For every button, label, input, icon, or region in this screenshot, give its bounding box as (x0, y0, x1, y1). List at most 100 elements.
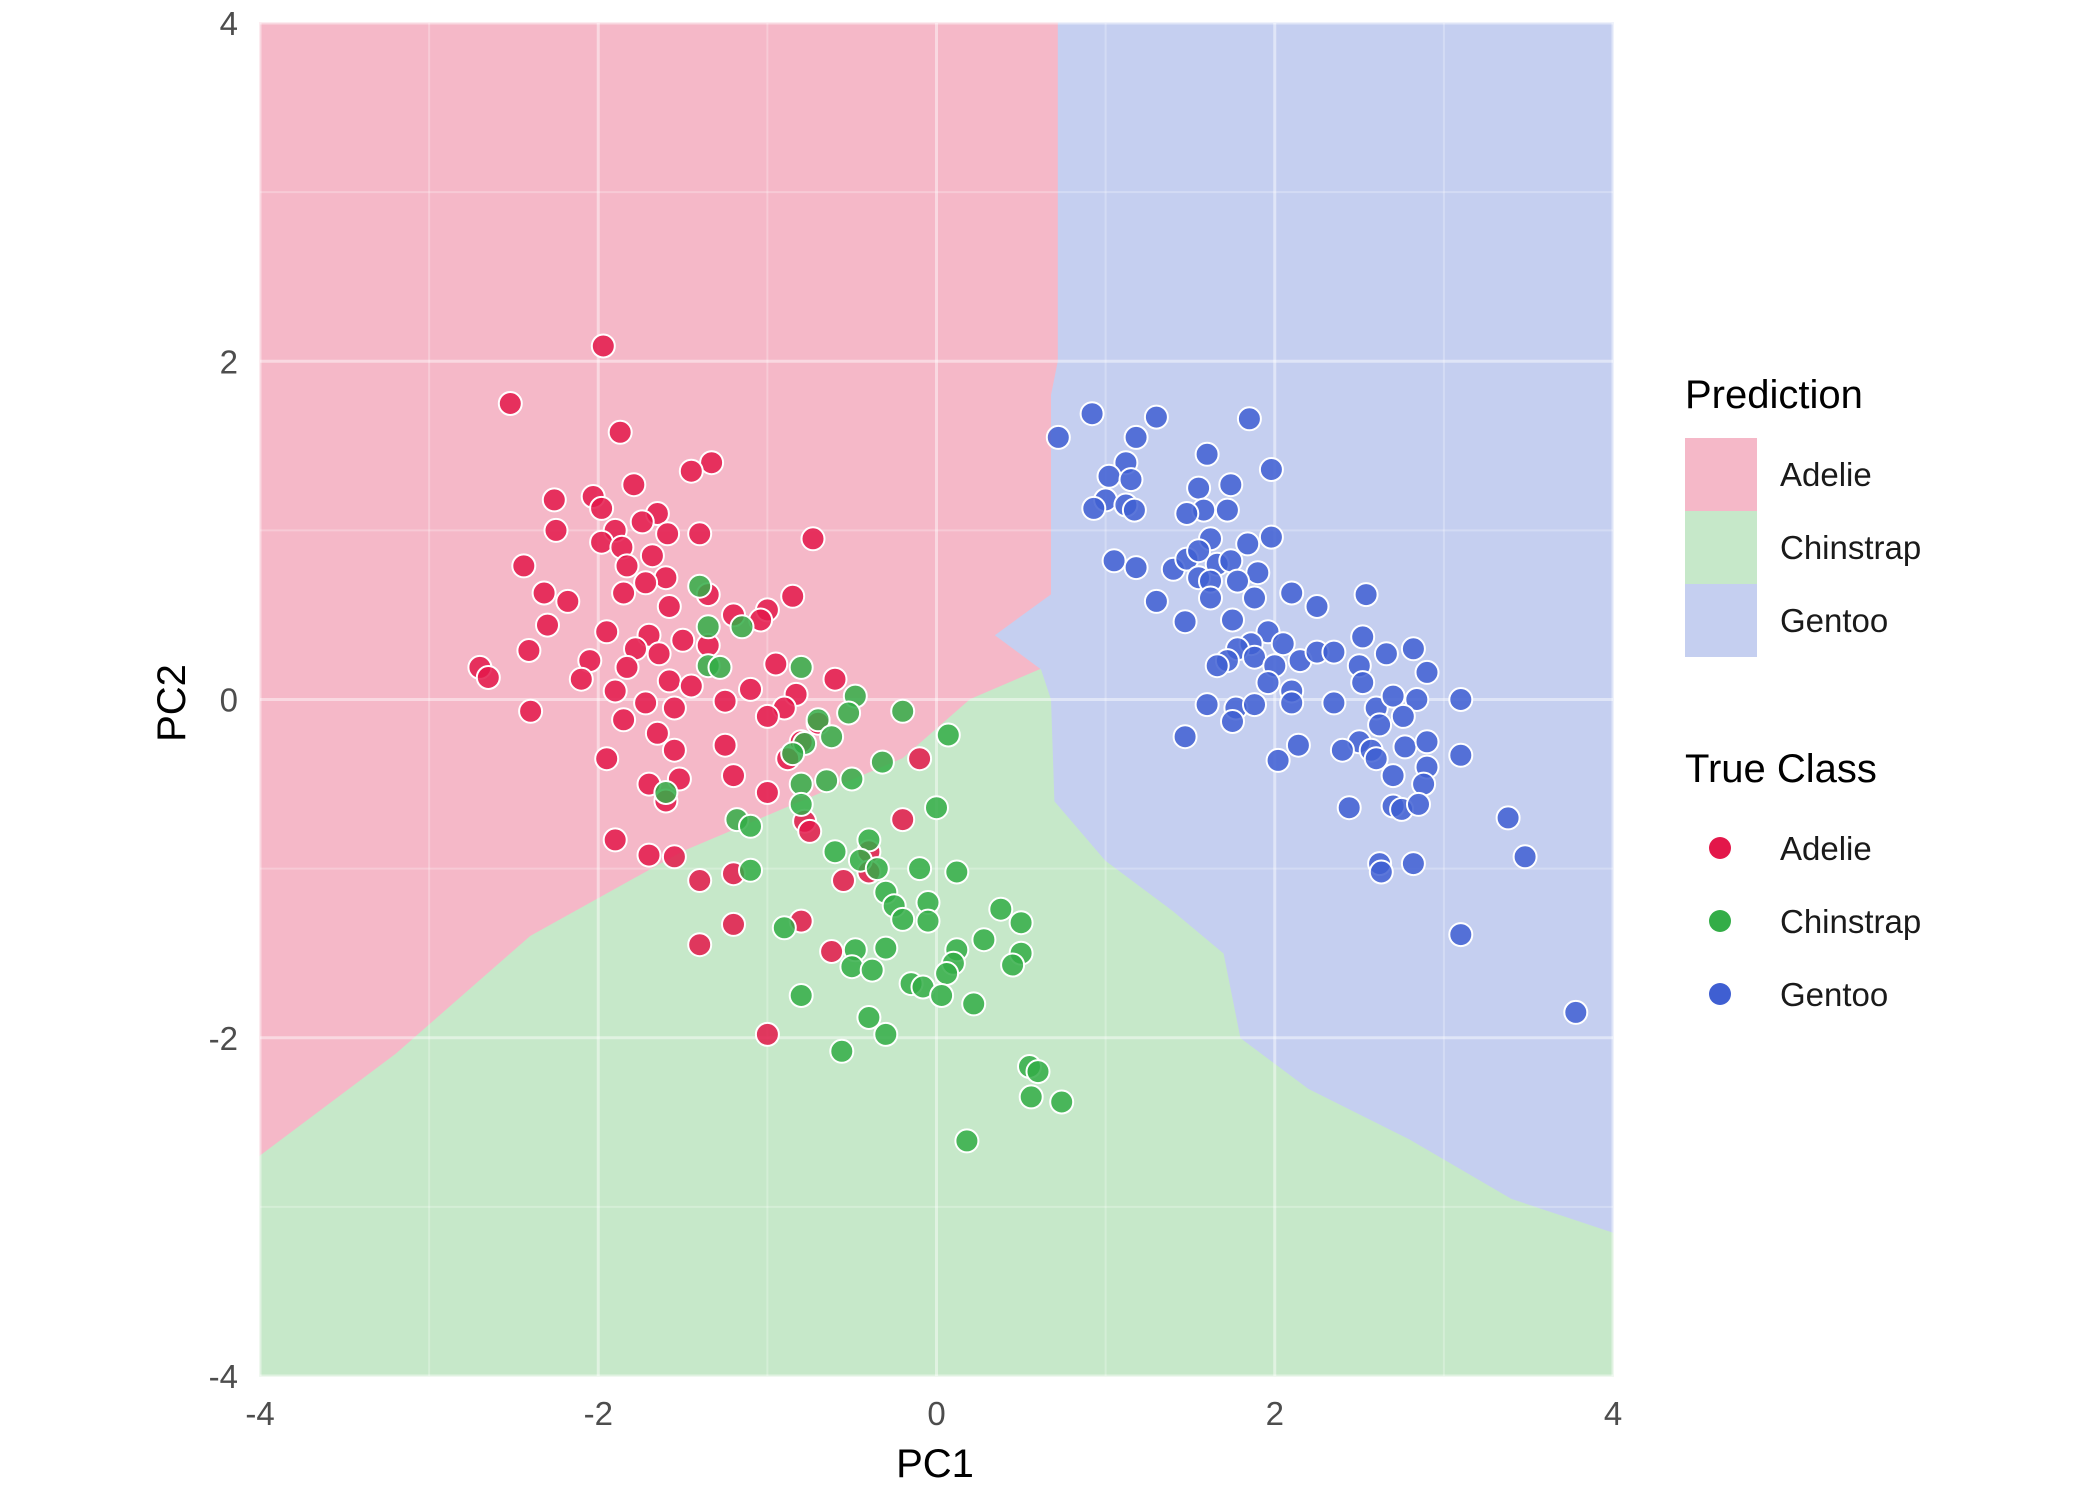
point-adelie (518, 698, 544, 724)
point-adelie (661, 844, 687, 870)
point-gentoo (1304, 594, 1330, 619)
point-adelie (687, 932, 713, 958)
point-gentoo (1448, 922, 1474, 948)
point-adelie (543, 517, 569, 543)
point-gentoo (1143, 588, 1169, 614)
point-chinstrap (1008, 910, 1034, 936)
point-chinstrap (856, 1005, 882, 1030)
point-gentoo (1367, 712, 1393, 738)
point-chinstrap (971, 927, 997, 953)
point-adelie (590, 333, 616, 359)
point-chinstrap (780, 741, 806, 767)
point-chinstrap (738, 857, 763, 883)
point-gentoo (1258, 457, 1284, 482)
point-gentoo (1380, 683, 1406, 709)
point-chinstrap (729, 614, 755, 640)
point-gentoo (1512, 844, 1538, 870)
point-gentoo (1235, 531, 1261, 557)
point-gentoo (1265, 747, 1291, 773)
point-gentoo (1118, 467, 1144, 493)
point-gentoo (1368, 859, 1394, 885)
point-adelie (497, 391, 523, 416)
y-axis-title: PC2 (150, 664, 194, 742)
point-gentoo (1336, 795, 1362, 821)
x-tick-label: 4 (1604, 1395, 1622, 1432)
point-chinstrap (954, 1128, 980, 1154)
legend: Prediction Adelie Chinstrap Gentoo True … (1685, 373, 1921, 1013)
point-gentoo (1350, 670, 1376, 696)
point-gentoo (1242, 692, 1267, 718)
y-axis-ticks: -4 -2 0 2 4 (209, 5, 238, 1395)
point-gentoo (1373, 641, 1399, 667)
legend-label-prediction-chinstrap: Chinstrap (1780, 529, 1921, 566)
point-adelie (800, 526, 826, 552)
point-adelie (754, 703, 780, 729)
point-chinstrap (1000, 952, 1026, 978)
point-adelie (611, 580, 637, 606)
point-adelie (531, 580, 557, 606)
point-adelie (653, 565, 679, 591)
point-gentoo (1363, 746, 1389, 772)
point-chinstrap (873, 935, 899, 961)
point-gentoo (1123, 555, 1149, 581)
point-adelie (541, 487, 567, 513)
point-chinstrap (788, 654, 814, 680)
point-adelie (656, 668, 682, 694)
point-chinstrap (924, 795, 949, 821)
point-gentoo (1495, 805, 1521, 831)
point-adelie (831, 868, 856, 893)
point-gentoo (1186, 475, 1212, 501)
point-gentoo (1204, 653, 1230, 679)
point-gentoo (1096, 463, 1122, 489)
x-axis-title: PC1 (896, 1442, 974, 1486)
y-tick-label: -2 (209, 1020, 238, 1057)
point-adelie (655, 521, 681, 547)
point-gentoo (1380, 763, 1406, 789)
x-tick-label: 0 (927, 1395, 945, 1432)
point-adelie (639, 543, 665, 569)
point-adelie (822, 666, 848, 692)
point-chinstrap (988, 896, 1014, 922)
point-chinstrap (653, 780, 679, 805)
point-adelie (611, 707, 637, 733)
x-tick-label: 2 (1266, 1395, 1284, 1432)
point-gentoo (1329, 737, 1355, 763)
point-adelie (656, 594, 682, 619)
legend-swatch-gentoo (1685, 584, 1757, 657)
point-chinstrap (929, 983, 955, 1008)
point-gentoo (1321, 690, 1347, 716)
point-gentoo (1353, 582, 1379, 608)
point-gentoo (1225, 568, 1250, 594)
point-gentoo (1242, 585, 1267, 611)
point-adelie (602, 678, 628, 704)
point-adelie (475, 665, 501, 690)
point-adelie (644, 720, 670, 746)
point-adelie (621, 472, 647, 498)
point-gentoo (1321, 639, 1347, 665)
point-gentoo (1400, 851, 1426, 877)
point-adelie (511, 553, 537, 579)
point-chinstrap (915, 908, 941, 934)
point-gentoo (1186, 538, 1212, 564)
point-gentoo (1285, 732, 1311, 758)
legend-label-prediction-gentoo: Gentoo (1780, 602, 1888, 639)
point-chinstrap (819, 724, 845, 750)
point-gentoo (1279, 580, 1305, 606)
point-adelie (754, 1021, 780, 1047)
point-adelie (754, 780, 780, 805)
point-chinstrap (935, 722, 961, 748)
point-adelie (678, 673, 704, 699)
point-adelie (721, 763, 746, 789)
plot-panel (258, 21, 1615, 1378)
point-gentoo (1172, 609, 1198, 635)
point-chinstrap (788, 983, 814, 1008)
point-gentoo (1390, 703, 1416, 729)
point-gentoo (1194, 692, 1220, 718)
point-gentoo (1404, 687, 1430, 712)
point-adelie (594, 746, 620, 772)
point-gentoo (1220, 709, 1245, 734)
point-adelie (607, 419, 633, 445)
point-adelie (589, 529, 615, 555)
point-gentoo (1448, 687, 1474, 712)
point-adelie (819, 939, 845, 964)
